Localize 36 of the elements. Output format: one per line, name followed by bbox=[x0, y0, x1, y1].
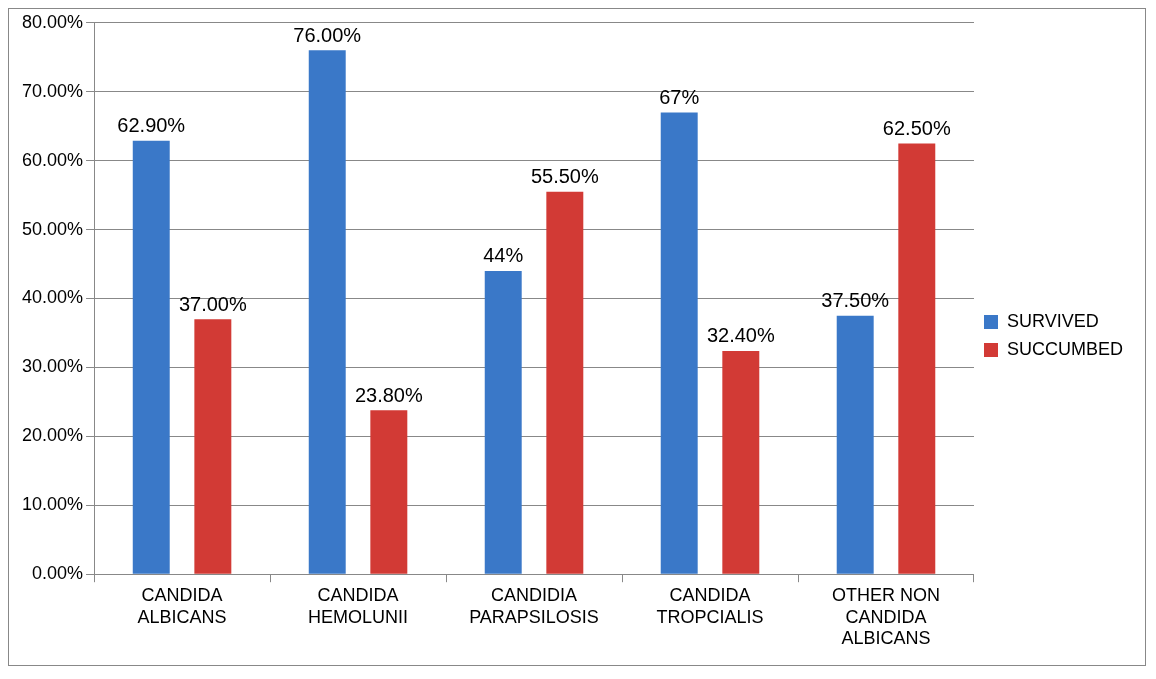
bar bbox=[370, 410, 408, 574]
data-label: 37.50% bbox=[821, 289, 890, 312]
bar bbox=[898, 143, 936, 574]
data-label: 32.40% bbox=[706, 324, 775, 347]
y-tick-label: 50.00% bbox=[21, 218, 84, 239]
y-tick-label: 80.00% bbox=[21, 11, 84, 32]
legend-label: SURVIVED bbox=[1006, 310, 1099, 331]
y-tick-label: 0.00% bbox=[32, 563, 84, 584]
data-label: 67% bbox=[659, 85, 700, 108]
bar bbox=[308, 50, 346, 574]
x-tick-label: CANDIDA HEMOLUNII bbox=[308, 584, 409, 627]
x-tick-label: CANDIDIA PARAPSILOSIS bbox=[469, 584, 599, 627]
y-tick-label: 70.00% bbox=[21, 80, 84, 101]
y-tick-label: 40.00% bbox=[21, 287, 84, 308]
bar bbox=[194, 319, 232, 574]
data-label: 37.00% bbox=[178, 292, 247, 315]
bar bbox=[660, 112, 698, 574]
data-label: 76.00% bbox=[293, 23, 362, 46]
y-tick-label: 30.00% bbox=[21, 356, 84, 377]
bar bbox=[546, 191, 584, 574]
y-tick-label: 60.00% bbox=[21, 149, 84, 170]
y-tick-label: 20.00% bbox=[21, 425, 84, 446]
x-tick-label: CANDIDA TROPCIALIS bbox=[656, 584, 764, 627]
bar bbox=[722, 350, 760, 574]
bar bbox=[132, 140, 170, 574]
x-tick-label: CANDIDA ALBICANS bbox=[137, 584, 227, 627]
data-label: 62.50% bbox=[882, 116, 951, 139]
y-tick-label: 10.00% bbox=[21, 494, 84, 515]
legend-label: SUCCUMBED bbox=[1006, 338, 1124, 359]
bar bbox=[484, 270, 522, 574]
data-label: 23.80% bbox=[354, 383, 423, 406]
bar bbox=[836, 315, 874, 574]
x-tick-label: OTHER NON CANDIDA ALBICANS bbox=[832, 584, 940, 649]
data-label: 44% bbox=[483, 244, 524, 267]
data-label: 55.50% bbox=[530, 165, 599, 188]
data-label: 62.90% bbox=[117, 114, 186, 137]
